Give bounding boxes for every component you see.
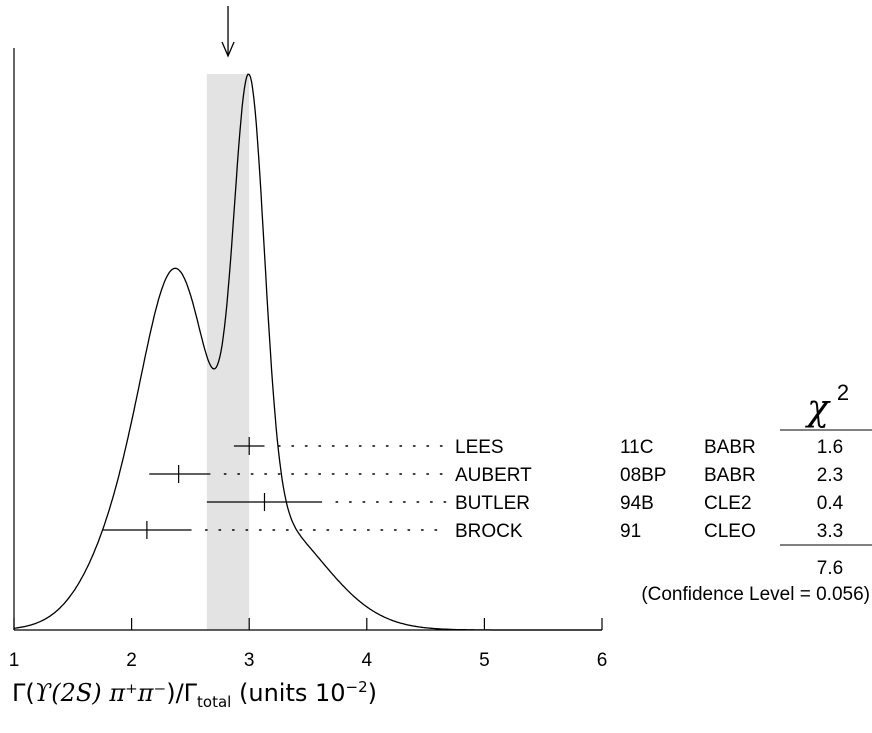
x-axis-label: Γ(ϒ(2S) π⁺π⁻)/Γtotal (units 10−2): [12, 678, 378, 711]
measurement-exp-brock: CLEO: [704, 521, 756, 542]
average-arrow-head: [221, 41, 235, 58]
measurement-name-brock: BROCK: [455, 521, 523, 542]
chi2-header: χ: [804, 388, 831, 429]
x-tick-label-1: 1: [9, 650, 20, 671]
measurement-chi2-brock: 3.3: [817, 521, 843, 542]
average-band: [206, 74, 250, 630]
chi2-header-exponent: 2: [837, 380, 849, 405]
axes-layer: 1 2 3 4 5 6: [9, 6, 608, 671]
measurement-ref-lees: 11C: [620, 437, 653, 458]
measurement-exp-aubert: BABR: [704, 465, 756, 486]
measurement-name-aubert: AUBERT: [455, 465, 532, 486]
x-tick-label-6: 6: [597, 650, 608, 671]
measurements-layer: [102, 437, 447, 539]
confidence-level: (Confidence Level = 0.056): [641, 584, 870, 605]
ideogram-curve: [13, 73, 602, 631]
x-tick-label-2: 2: [126, 650, 137, 671]
measurement-name-lees: LEES: [455, 437, 504, 458]
measurement-name-butler: BUTLER: [455, 493, 530, 514]
measurement-ref-aubert: 08BP: [620, 465, 666, 486]
measurement-chi2-butler: 0.4: [817, 493, 844, 514]
measurement-chi2-aubert: 2.3: [817, 465, 843, 486]
measurement-chi2-lees: 1.6: [817, 437, 843, 458]
average-band-layer: [206, 74, 250, 630]
chi2-total: 7.6: [817, 558, 843, 579]
x-tick-label-3: 3: [244, 650, 255, 671]
ideogram-curve-layer: [13, 73, 602, 631]
measurement-exp-lees: BABR: [704, 437, 756, 458]
measurement-ref-brock: 91: [620, 521, 641, 542]
x-tick-label-4: 4: [362, 650, 373, 671]
x-tick-label-5: 5: [479, 650, 490, 671]
measurement-exp-butler: CLE2: [704, 493, 752, 514]
measurement-table: LEES 11C BABR 1.6 AUBERT 08BP BABR 2.3 BUTLER 94B…: [455, 380, 872, 605]
measurement-ref-butler: 94B: [620, 493, 654, 514]
